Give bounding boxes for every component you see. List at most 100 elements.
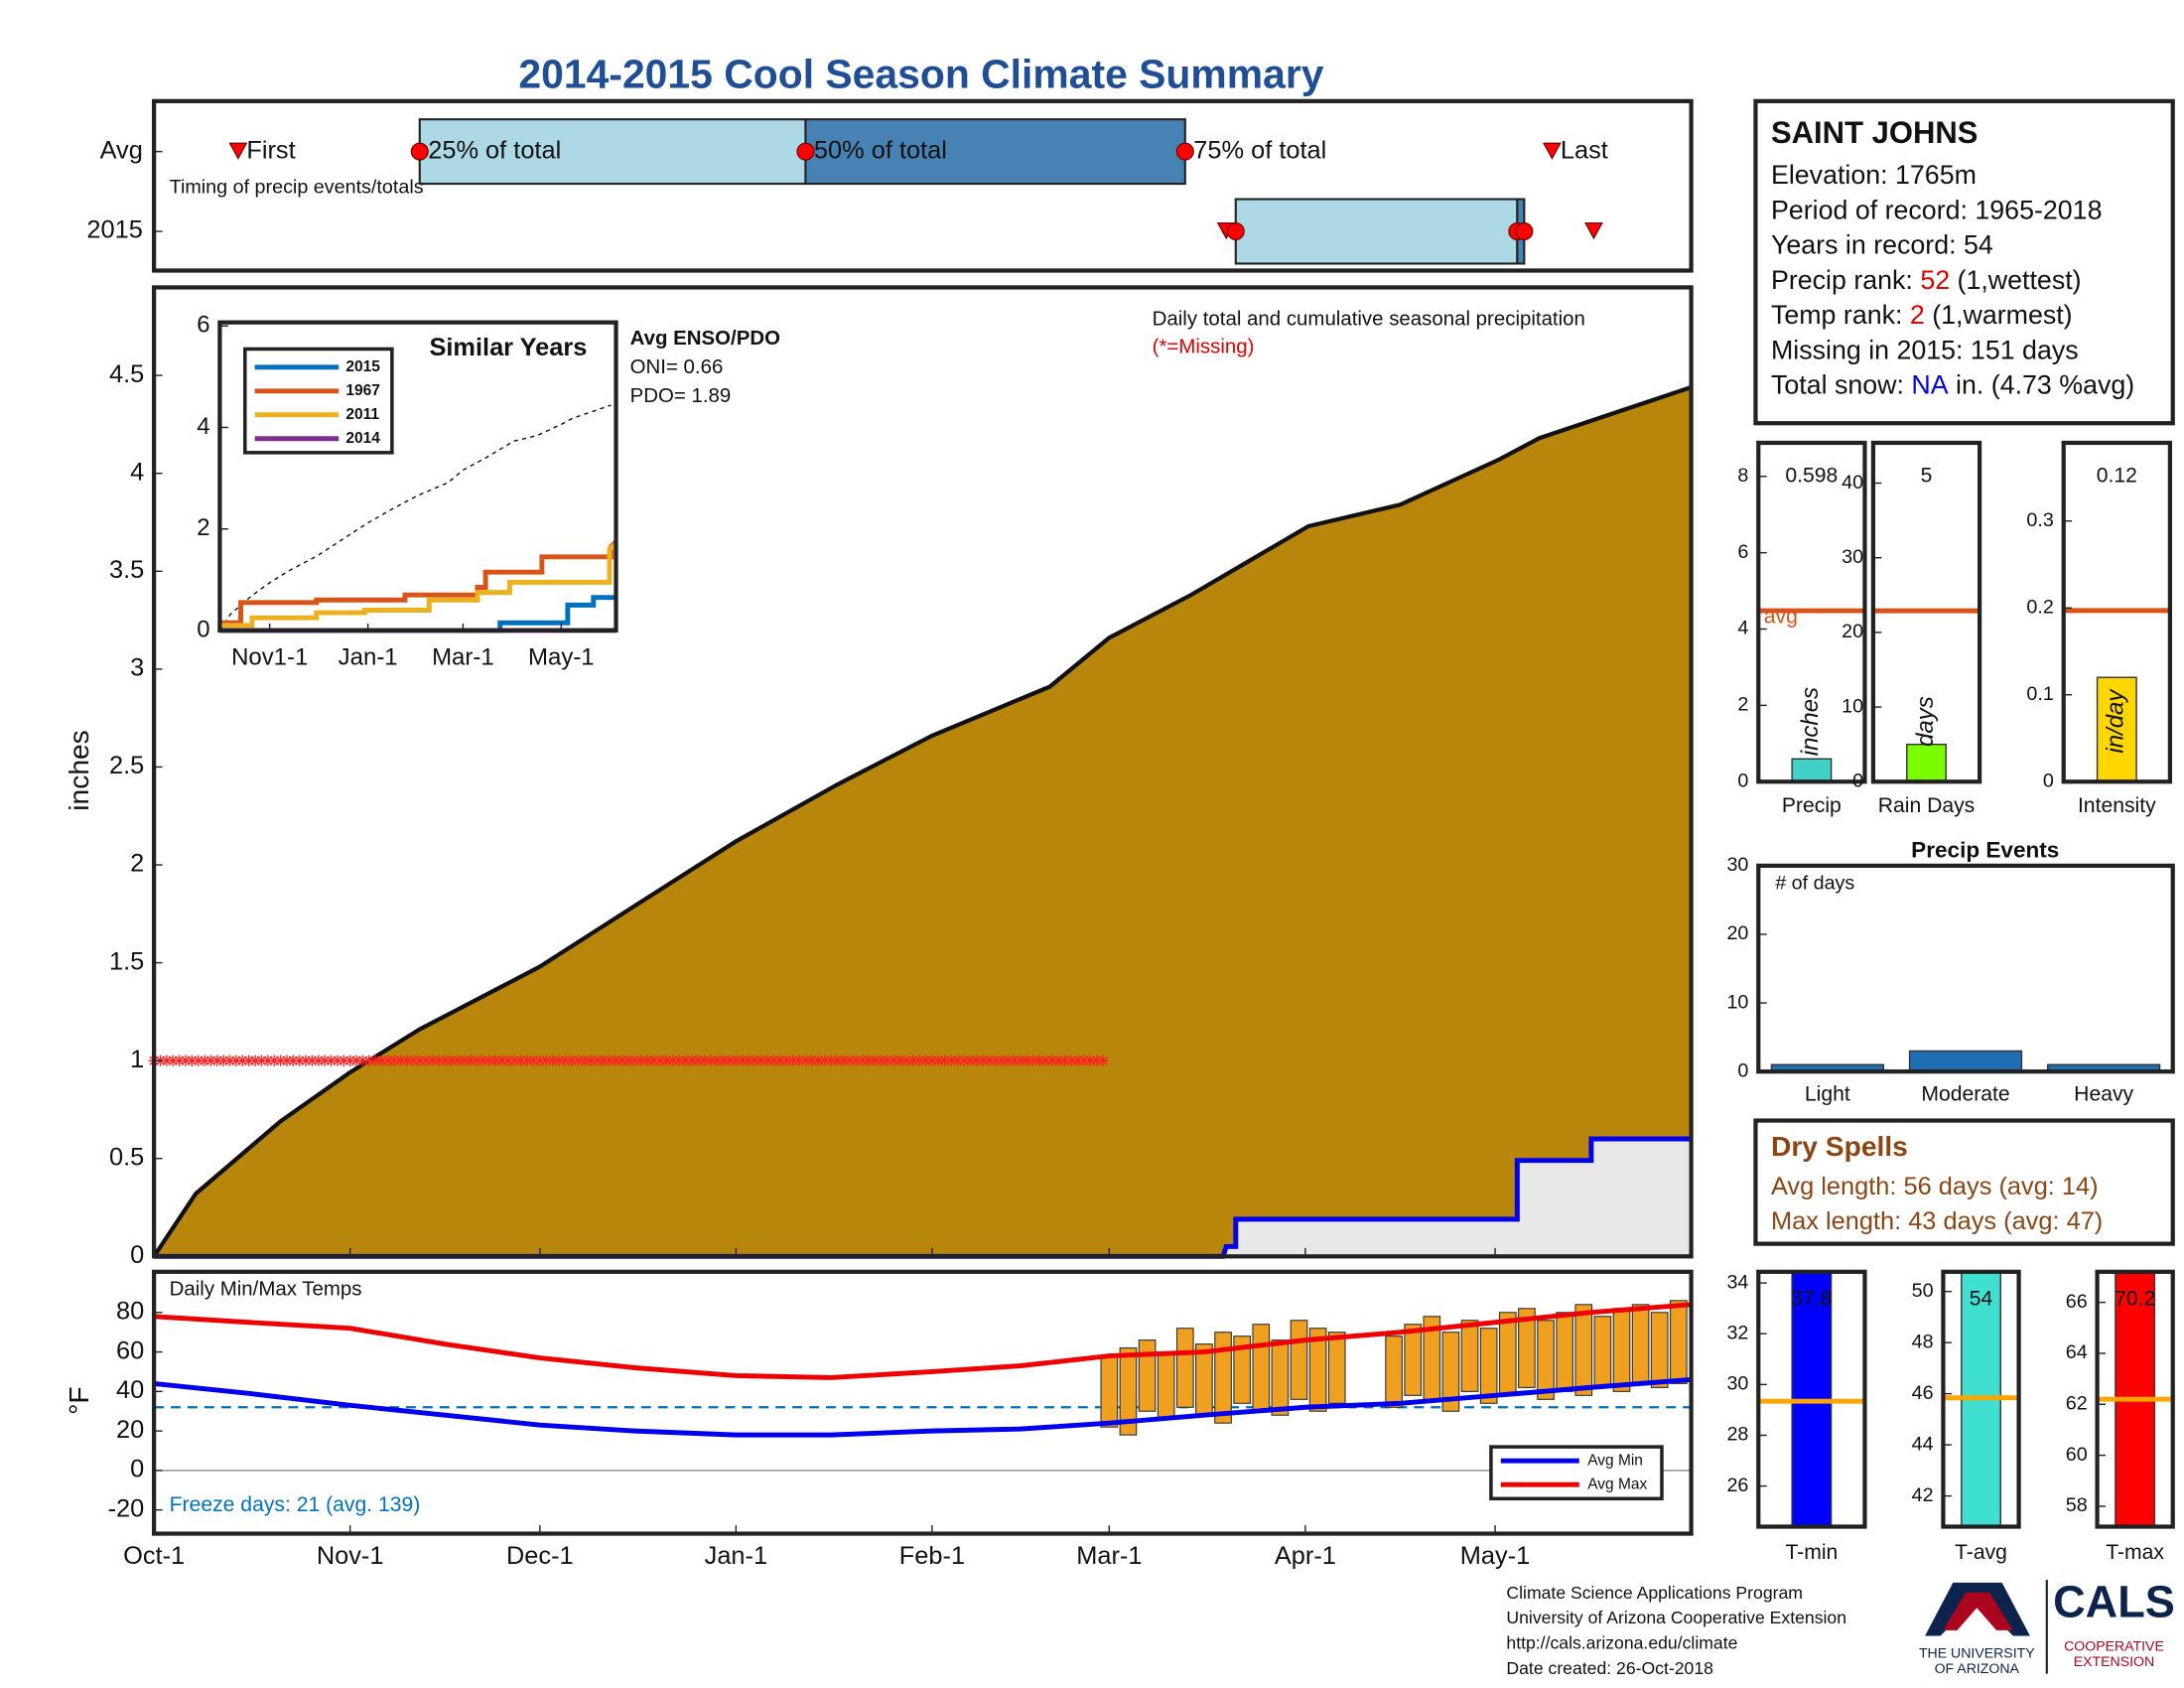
x-axis-label: T-max [2106, 1541, 2164, 1564]
y-tick-label: 6 [197, 312, 209, 339]
cumulative-line [152, 384, 1693, 1258]
avg-temp-line [153, 1302, 1692, 1380]
y-tick-label: 8 [1737, 465, 1748, 487]
y-tick-label: 0.2 [2026, 596, 2053, 618]
annotation: (*=Missing) [1153, 335, 1255, 357]
y-tick-label: 30 [1726, 1373, 1748, 1395]
y-tick-label: 0 [1852, 770, 1863, 791]
legend-label: Avg Min [1587, 1452, 1643, 1469]
logo [1925, 1580, 2048, 1674]
footer-line: Date created: 26-Oct-2018 [1506, 1658, 1713, 1678]
legend-label: Avg Max [1587, 1476, 1647, 1492]
logo-university: THE UNIVERSITY [1919, 1645, 2035, 1661]
logo-a-inner [1943, 1592, 2013, 1630]
value-label: 70.2 [2115, 1288, 2155, 1311]
info-segment: Years in record: 54 [1771, 230, 1993, 260]
daily-temp-bar [1175, 1328, 1194, 1408]
y-tick-label: 30 [1726, 854, 1748, 876]
y-tick-label: 40 [1842, 472, 1863, 493]
bar-box [2095, 1269, 2175, 1529]
info-box [1753, 98, 2175, 426]
enso-text: PDO= 1.89 [630, 384, 732, 407]
y-tick-label: 3.5 [109, 556, 144, 584]
y-tick-label: 30 [1842, 546, 1863, 568]
y-tick-label: 62 [2066, 1393, 2088, 1415]
value-label: 54 [1970, 1288, 1993, 1311]
x-tick-label: Apr-1 [1275, 1542, 1336, 1570]
daily-temp-bar [1593, 1316, 1612, 1388]
y-tick-label: 2 [1737, 694, 1748, 716]
logo-extension: EXTENSION [2074, 1653, 2154, 1669]
event-marker [228, 142, 248, 160]
daily-temp-bar [1631, 1304, 1650, 1384]
quartile-box [418, 118, 807, 186]
y-tick-label: 26 [1726, 1475, 1748, 1496]
bar-box [1941, 1269, 2021, 1529]
y-tick-label: -20 [108, 1494, 145, 1522]
bar [1906, 743, 1947, 782]
value-label: 0.598 [1785, 464, 1838, 487]
x-axis-label: Intensity [2078, 794, 2156, 817]
info-segment: Elevation: 1765m [1771, 160, 1977, 190]
legend-label: 2015 [345, 358, 380, 375]
daily-temp-bar [1479, 1328, 1498, 1404]
y-tick-label: 1 [130, 1046, 144, 1073]
y-tick-label: 20 [1726, 922, 1748, 944]
logo-extension: COOPERATIVE [2064, 1638, 2164, 1654]
temp-box [152, 1269, 1694, 1536]
x-axis-label: Rain Days [1878, 794, 1976, 817]
y-tick-label: 1.5 [109, 947, 144, 975]
legend-label: 1967 [345, 382, 379, 399]
daily-temp-bar [1233, 1336, 1252, 1404]
enso-text: Avg ENSO/PDO [630, 327, 781, 350]
bar [1791, 758, 1833, 782]
event-marker [410, 142, 429, 161]
y-tick-label: 0 [2043, 770, 2054, 791]
y-tick-label: 58 [2066, 1494, 2088, 1516]
y-tick-label: 44 [1912, 1433, 1934, 1455]
x-tick-label: Dec-1 [506, 1542, 574, 1570]
y-tick-label: 4.5 [109, 360, 144, 388]
similar-year-line [219, 542, 618, 629]
info-line: Period of record: 1965-2018 [1771, 195, 2103, 224]
event-label: Last [1561, 136, 1608, 164]
x-axis-label: Precip [1782, 794, 1842, 817]
y-tick-label: 2 [130, 850, 144, 878]
logo-cals: CALS [2053, 1576, 2175, 1626]
quartile-box [1234, 198, 1519, 265]
y-tick-label: 60 [2066, 1444, 2088, 1466]
y-tick-label: 4 [197, 413, 209, 440]
y-tick-label: 0 [197, 616, 209, 642]
cumulative-area [154, 1139, 1692, 1257]
cumulative-area [154, 386, 1692, 1257]
annotation: # of days [1775, 872, 1854, 894]
y-tick-label: 46 [1912, 1382, 1934, 1404]
info-segment: 52 [1920, 265, 1950, 295]
y-tick-label: 0 [130, 1456, 144, 1483]
y-tick-label: 10 [1842, 695, 1863, 717]
info-segment: in. (4.73 %avg) [1949, 370, 2135, 400]
y-axis-label: inches [63, 730, 94, 810]
unit-label: inches [1797, 687, 1824, 756]
event-marker [1584, 221, 1603, 240]
x-tick-label: Feb-1 [899, 1542, 965, 1570]
dry-spells-title: Dry Spells [1771, 1130, 1908, 1162]
unit-label: in/day [2103, 688, 2129, 754]
row-label: Avg [100, 136, 143, 164]
y-tick-label: 0.5 [109, 1143, 144, 1171]
row-label: 2015 [86, 216, 142, 244]
daily-temp-bar [1441, 1332, 1460, 1412]
event-label: 25% of total [428, 136, 561, 164]
inset-box [217, 320, 618, 633]
daily-temp-bar [1460, 1320, 1479, 1392]
info-line: Total snow: NA in. (4.73 %avg) [1771, 370, 2134, 400]
annotation: Daily total and cumulative seasonal prec… [1153, 307, 1585, 330]
value-label: 5 [1921, 464, 1933, 487]
y-tick-label: 34 [1726, 1271, 1748, 1293]
event-label: 75% of total [1193, 136, 1326, 164]
daily-temp-bar [1612, 1308, 1631, 1392]
missing-marker [1097, 1055, 1109, 1066]
unit-label: days [1912, 696, 1939, 747]
daily-temp-bar [1574, 1304, 1593, 1396]
dry-spells-box [1753, 1118, 2175, 1246]
